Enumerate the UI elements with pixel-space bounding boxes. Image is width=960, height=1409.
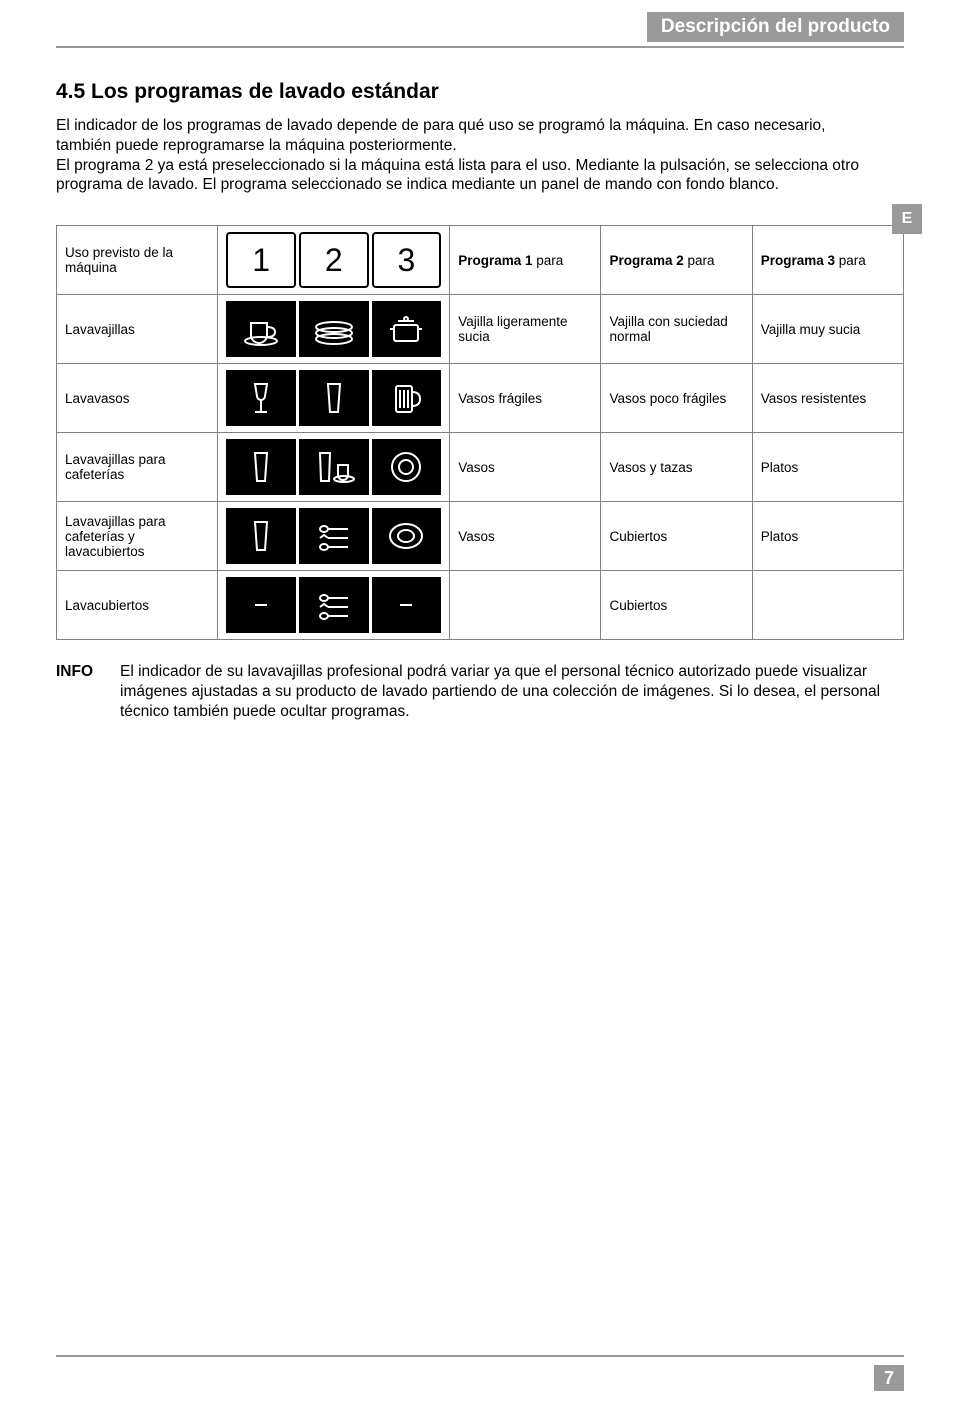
row-p3: Vajilla muy sucia xyxy=(752,295,903,364)
section-heading: 4.5 Los programas de lavado estándar xyxy=(56,80,904,104)
tall-glass-icon xyxy=(226,508,296,564)
glass-cup-icon xyxy=(299,439,369,495)
header-prog1: Programa 1 para xyxy=(450,226,601,295)
digit-2-icon: 2 xyxy=(299,232,369,288)
header-label-cell: Uso previsto de la máquina xyxy=(57,226,218,295)
cutlery-icon xyxy=(299,508,369,564)
digit-3-icon: 3 xyxy=(372,232,442,288)
row-icons xyxy=(218,502,450,571)
table-header-row: Uso previsto de la máquina 1 2 3 Program… xyxy=(57,226,904,295)
page-number: 7 xyxy=(874,1365,904,1391)
main-content: E 4.5 Los programas de lavado estándar E… xyxy=(56,80,904,722)
row-p2: Cubiertos xyxy=(601,502,752,571)
dash-icon xyxy=(226,577,296,633)
footer: 7 xyxy=(56,1355,904,1391)
row-label: Lavavajillas para cafeterías xyxy=(57,433,218,502)
header-bar: Descripción del producto xyxy=(647,12,904,42)
language-tab: E xyxy=(892,204,922,234)
table-row: Lavavajillas Vajilla ligeramente sucia V… xyxy=(57,295,904,364)
table-row: Lavavajillas para cafeterías y lavacubie… xyxy=(57,502,904,571)
digit-1-icon: 1 xyxy=(226,232,296,288)
section-paragraph: El indicador de los programas de lavado … xyxy=(56,116,904,195)
header-digits-cell: 1 2 3 xyxy=(218,226,450,295)
row-p1 xyxy=(450,571,601,640)
row-p3: Vasos resistentes xyxy=(752,364,903,433)
header-prog2: Programa 2 para xyxy=(601,226,752,295)
plates-icon xyxy=(299,301,369,357)
cup-saucer-icon xyxy=(226,301,296,357)
info-block: INFO El indicador de su lavavajillas pro… xyxy=(56,662,904,721)
row-label: Lavavasos xyxy=(57,364,218,433)
row-p2: Vasos poco frágiles xyxy=(601,364,752,433)
tall-glass-icon xyxy=(226,439,296,495)
footer-divider xyxy=(56,1355,904,1357)
row-icons xyxy=(218,295,450,364)
plate-outline-icon xyxy=(372,508,442,564)
row-p1: Vasos xyxy=(450,502,601,571)
header-divider xyxy=(56,46,904,48)
table-row: Lavacubiertos Cubiertos xyxy=(57,571,904,640)
beer-mug-icon xyxy=(372,370,442,426)
programs-table: Uso previsto de la máquina 1 2 3 Program… xyxy=(56,225,904,640)
dash-icon xyxy=(372,577,442,633)
row-p3 xyxy=(752,571,903,640)
row-p1: Vasos xyxy=(450,433,601,502)
row-p3: Platos xyxy=(752,433,903,502)
wine-glass-icon xyxy=(226,370,296,426)
row-icons xyxy=(218,433,450,502)
tall-glass-icon xyxy=(299,370,369,426)
row-p1: Vasos frágiles xyxy=(450,364,601,433)
info-label: INFO xyxy=(56,662,120,721)
row-label: Lavavajillas para cafeterías y lavacubie… xyxy=(57,502,218,571)
cutlery-icon xyxy=(299,577,369,633)
header-prog3: Programa 3 para xyxy=(752,226,903,295)
row-label: Lavavajillas xyxy=(57,295,218,364)
row-p1: Vajilla ligeramente sucia xyxy=(450,295,601,364)
row-p2: Vasos y tazas xyxy=(601,433,752,502)
pot-icon xyxy=(372,301,442,357)
table-row: Lavavajillas para cafeterías Vasos Vasos… xyxy=(57,433,904,502)
table-row: Lavavasos Vasos frágiles Vasos poco frág… xyxy=(57,364,904,433)
row-label: Lavacubiertos xyxy=(57,571,218,640)
info-text: El indicador de su lavavajillas profesio… xyxy=(120,662,904,721)
plate-icon xyxy=(372,439,442,495)
row-p3: Platos xyxy=(752,502,903,571)
row-p2: Vajilla con suciedad normal xyxy=(601,295,752,364)
row-icons xyxy=(218,364,450,433)
row-p2: Cubiertos xyxy=(601,571,752,640)
row-icons xyxy=(218,571,450,640)
